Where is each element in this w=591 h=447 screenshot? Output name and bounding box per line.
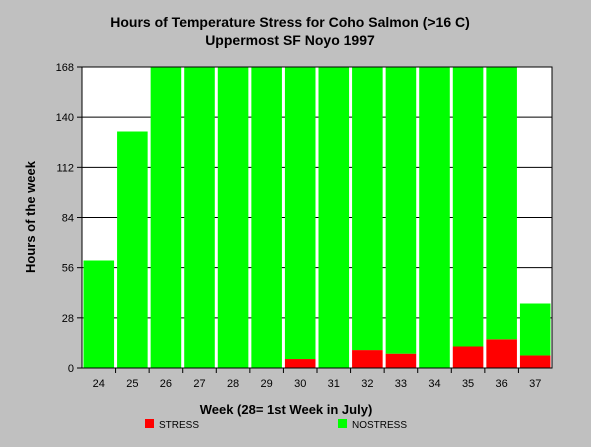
bar-nostress-27: [184, 67, 215, 368]
x-tick-label: 33: [395, 378, 407, 390]
bar-stress-35: [452, 346, 484, 368]
x-tick-label: 34: [428, 378, 440, 390]
plot-frame: [81, 66, 553, 369]
y-tick-label: 112: [56, 162, 74, 174]
chart-subtitle: Uppermost SF Noyo 1997: [205, 32, 375, 48]
y-tick-label: 84: [62, 213, 74, 225]
bar-nostress-26: [150, 67, 182, 368]
x-tick-label: 28: [227, 378, 239, 390]
chart-title: Hours of Temperature Stress for Coho Sal…: [110, 14, 470, 30]
bar-nostress-29: [251, 67, 282, 368]
bar-stress-32: [352, 350, 383, 368]
x-tick-label: 36: [496, 378, 508, 390]
bar-nostress-25: [117, 131, 148, 368]
y-tick-label: 140: [56, 112, 74, 124]
bar-stress-30: [284, 359, 316, 368]
y-tick-label: 28: [62, 313, 74, 325]
bar-nostress-24: [83, 260, 115, 368]
bar-nostress-32: [352, 67, 383, 351]
x-tick-label: 30: [294, 378, 306, 390]
bar-stress-37: [519, 355, 551, 368]
y-tick-label: 168: [56, 62, 74, 74]
legend: STRESS NOSTRESS: [145, 419, 407, 431]
y-tick-label: 0: [68, 363, 74, 375]
x-tick-label: 35: [462, 378, 474, 390]
bar-nostress-36: [486, 67, 517, 340]
y-axis-title: Hours of the week: [23, 160, 38, 273]
bar-stress-33: [385, 353, 417, 368]
bar-nostress-37: [519, 303, 551, 356]
legend-label-stress: STRESS: [159, 420, 199, 431]
x-axis-title: Week (28= 1st Week in July): [200, 402, 373, 417]
bar-stress-36: [486, 339, 517, 368]
legend-label-nostress: NOSTRESS: [352, 420, 407, 431]
x-tick-label: 27: [193, 378, 205, 390]
bar-nostress-28: [217, 67, 249, 368]
x-tick-label: 37: [529, 378, 541, 390]
x-tick-label: 24: [93, 378, 105, 390]
x-tick-label: 26: [160, 378, 172, 390]
x-tick-label: 32: [361, 378, 373, 390]
x-tick-label: 25: [126, 378, 138, 390]
y-axis-ticks: 0 28 56 84 112 140 168: [56, 62, 82, 375]
x-axis-ticks: 24 25 26 27 28 29 30 31 32 33 34 35 36 37: [93, 368, 541, 390]
x-tick-label: 31: [328, 378, 340, 390]
x-tick-label: 29: [261, 378, 273, 390]
legend-swatch-stress: [145, 419, 154, 428]
bars: [83, 67, 551, 368]
bar-nostress-30: [284, 67, 316, 360]
bar-nostress-34: [419, 67, 450, 368]
bar-nostress-33: [385, 67, 417, 354]
bar-nostress-35: [452, 67, 484, 347]
y-tick-label: 56: [62, 263, 74, 275]
legend-swatch-nostress: [338, 419, 347, 428]
bar-nostress-31: [318, 67, 350, 368]
